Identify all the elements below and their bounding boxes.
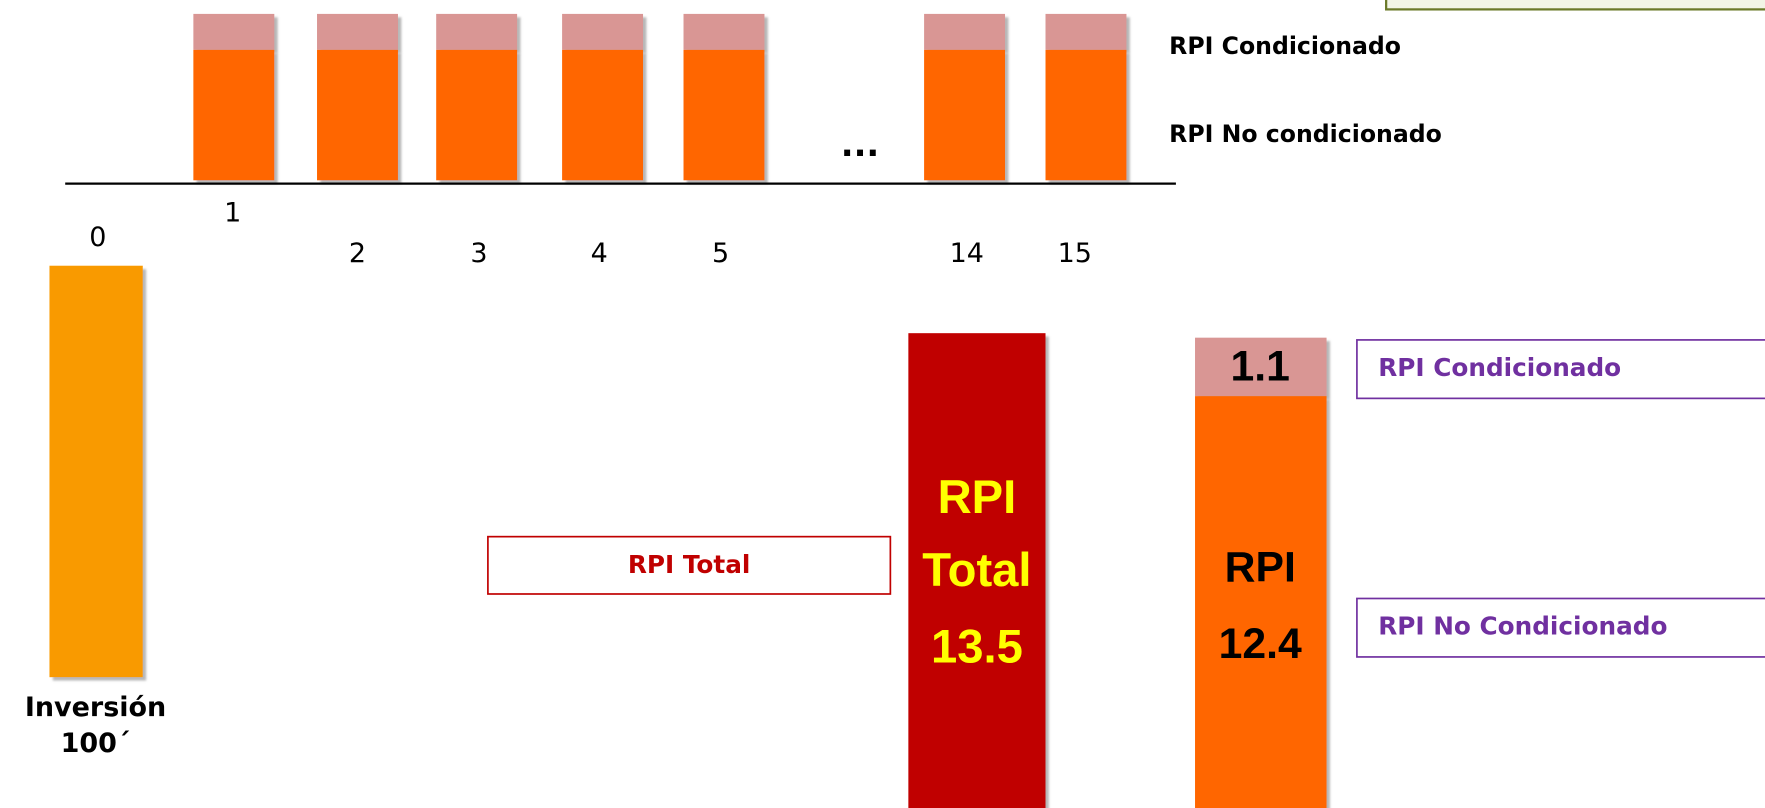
total-bar-value: 13.5	[931, 621, 1023, 674]
unconditioned-segment	[436, 49, 518, 181]
conditioned-segment	[562, 13, 644, 50]
period-bars	[193, 13, 1127, 181]
legend-unconditioned: RPI No condicionado	[1169, 120, 1442, 148]
unconditioned-box-text: RPI No Condicionado	[1378, 612, 1667, 641]
unconditioned-text: RPI	[1225, 544, 1296, 592]
legend-conditioned: RPI Condicionado	[1169, 32, 1401, 60]
conditioned-segment	[1045, 13, 1127, 50]
conditioned-box-text: RPI Condicionado	[1378, 353, 1621, 382]
total-bar-text: Total	[922, 544, 1031, 597]
total-box-text: RPI Total	[628, 550, 750, 579]
conditioned-segment	[1195, 337, 1327, 397]
unconditioned-segment	[683, 49, 765, 181]
conditioned-segment	[193, 13, 275, 50]
unconditioned-segment	[924, 49, 1006, 181]
ellipsis: ...	[841, 125, 879, 164]
investment-bar	[49, 265, 143, 678]
period-label: 1	[224, 198, 241, 229]
period-labels: 0 1 2 3 4 5 14 15	[89, 198, 1092, 269]
unconditioned-value: 12.4	[1219, 620, 1302, 668]
period-label: 0	[89, 222, 106, 253]
investment-value: 100´	[61, 728, 131, 759]
unconditioned-box	[1356, 597, 1765, 658]
unconditioned-segment	[193, 49, 275, 181]
period-label: 14	[950, 238, 984, 269]
total-bar-text: RPI	[938, 471, 1017, 524]
corner-box	[1385, 0, 1765, 11]
total-box	[487, 535, 892, 595]
period-label: 3	[470, 238, 487, 269]
unconditioned-segment	[1045, 49, 1127, 181]
conditioned-segment	[436, 13, 518, 50]
period-label: 4	[591, 238, 608, 269]
unconditioned-segment	[562, 49, 644, 181]
conditioned-value: 1.1	[1231, 342, 1290, 390]
conditioned-segment	[317, 13, 398, 50]
period-label: 15	[1058, 238, 1092, 269]
period-label: 5	[712, 238, 729, 269]
conditioned-segment	[924, 13, 1006, 50]
total-bar	[908, 333, 1046, 808]
unconditioned-segment	[317, 49, 398, 181]
unconditioned-segment	[1195, 396, 1327, 808]
conditioned-segment	[683, 13, 765, 50]
conditioned-box	[1356, 339, 1765, 400]
investment-label: Inversión	[25, 692, 166, 723]
period-label: 2	[349, 238, 366, 269]
